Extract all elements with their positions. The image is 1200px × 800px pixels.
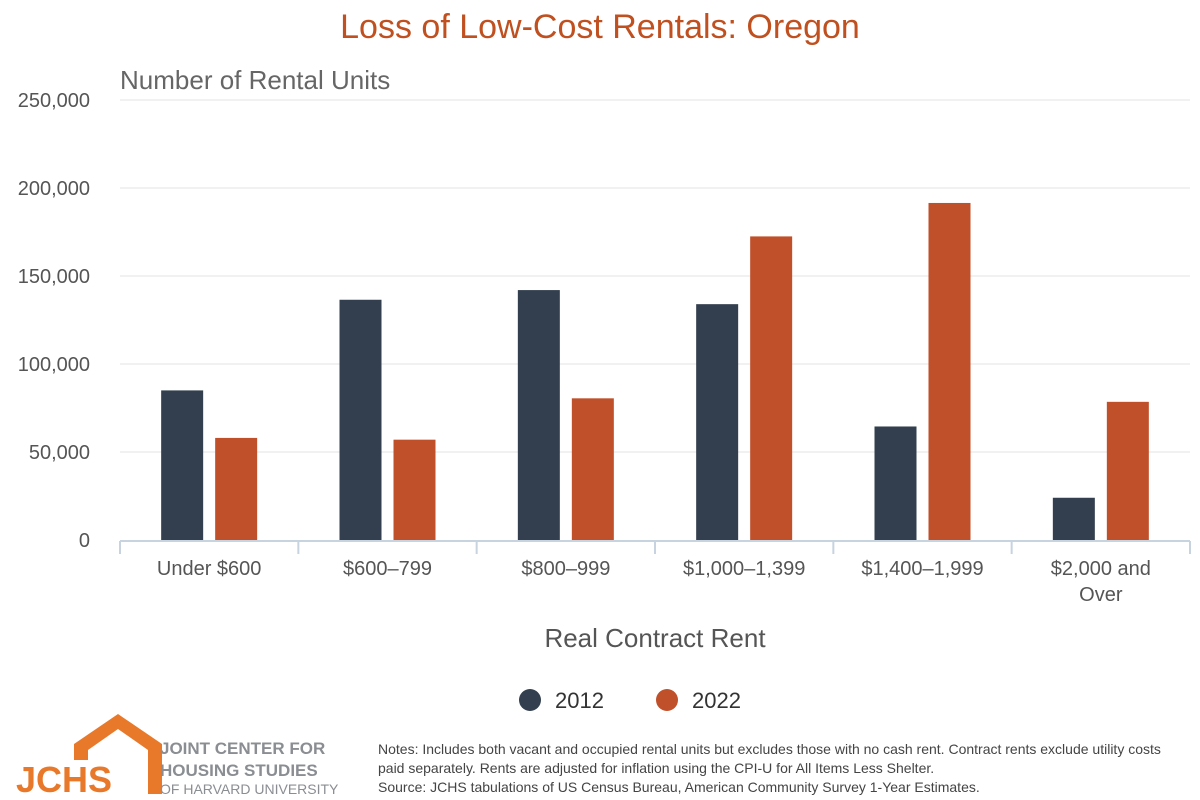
bar-2022-4[interactable] [928,202,971,540]
y-axis-ticks: 0 50,000 100,000 150,000 200,000 250,000 [18,90,90,552]
y-tick-label: 150,000 [18,266,90,288]
y-tick-label: 100,000 [18,354,90,376]
y-axis-title: Number of Rental Units [120,65,390,95]
bar-2012-4[interactable] [874,426,917,540]
x-tick-label: Under $600 [157,558,262,580]
y-tick-label: 250,000 [18,90,90,112]
chart: Loss of Low-Cost Rentals: Oregon Number … [18,8,1191,713]
logo-line-2: HOUSING STUDIES [160,761,318,780]
bar-2012-1[interactable] [339,299,382,540]
x-tick-label: $2,000 and Over [1051,558,1151,606]
x-tick-label: $600–799 [343,558,432,580]
logo-letters: JCHS [16,759,112,798]
bar-2012-5[interactable] [1052,497,1095,540]
legend-marker-2022[interactable] [656,689,678,711]
logo-line-1: JOINT CENTER FOR [160,739,325,758]
legend-label-2012[interactable]: 2012 [555,688,604,713]
y-tick-label: 200,000 [18,178,90,200]
y-tick-label: 0 [79,530,90,552]
bar-2022-3[interactable] [750,236,793,540]
legend[interactable]: 2012 2022 [519,688,741,713]
bar-2012-0[interactable] [161,390,204,540]
notes-text: Notes: Includes both vacant and occupied… [378,741,1161,776]
bar-2022-0[interactable] [215,437,258,540]
source-text: Source: JCHS tabulations of US Census Bu… [378,779,980,795]
house-icon [74,714,162,794]
bar-2022-5[interactable] [1106,401,1149,540]
bar-2022-2[interactable] [571,398,614,540]
bar-2012-2[interactable] [517,290,560,540]
notes: Notes: Includes both vacant and occupied… [378,740,1188,797]
legend-label-2022[interactable]: 2022 [692,688,741,713]
x-axis-title: Real Contract Rent [544,623,766,653]
x-axis-ticks: Under $600 $600–799 $800–999 $1,000–1,399 $1… [157,558,1151,606]
x-tick-label: $1,000–1,399 [683,558,805,580]
legend-marker-2012[interactable] [519,689,541,711]
jchs-logo: JCHS JOINT CENTER FOR HOUSING STUDIES OF… [16,714,339,798]
x-tick-label: $800–999 [521,558,610,580]
bar-2012-3[interactable] [696,304,739,540]
gridlines [120,99,1190,453]
y-tick-label: 50,000 [29,442,90,464]
bars [161,202,1149,540]
bar-2022-1[interactable] [393,439,436,540]
logo-line-3: OF HARVARD UNIVERSITY [160,781,339,797]
chart-title: Loss of Low-Cost Rentals: Oregon [340,8,860,46]
x-axis [119,540,1191,554]
x-tick-label: $1,400–1,999 [861,558,983,580]
